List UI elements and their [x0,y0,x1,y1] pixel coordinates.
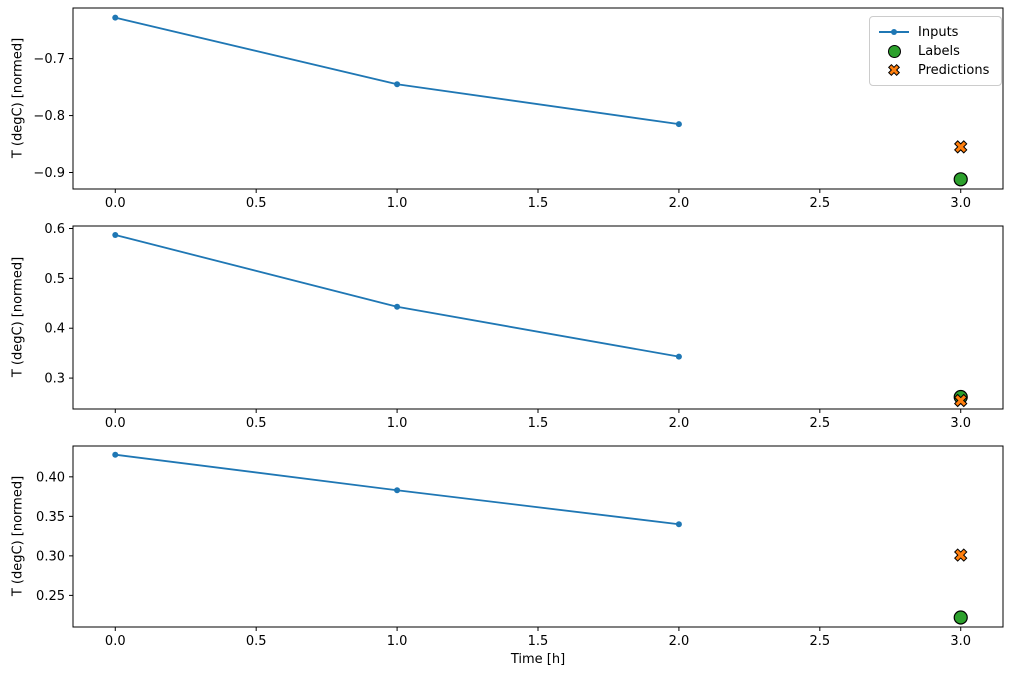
predictions-marker [954,140,968,154]
inputs-point [112,231,119,238]
x-tick-label: 0.0 [105,196,126,211]
legend-row-labels: Labels [879,42,993,60]
x-tick-label: 2.5 [809,416,830,431]
x-tick-label: 2.0 [669,634,690,649]
x-tick-label: 3.0 [950,416,971,431]
x-tick-label: 1.0 [387,634,408,649]
y-axis-label-subplot-1: T (degC) [normed] [10,37,26,159]
inputs-line [114,234,680,358]
labels-marker [953,610,968,625]
legend-row-predictions: Predictions [879,61,993,79]
legend-predictions-x-icon [879,62,909,78]
inputs-line [114,16,680,126]
x-tick-label: 1.0 [387,196,408,211]
axes-frame [72,445,1004,628]
y-tick-label: −0.7 [33,52,65,67]
predictions-marker [954,393,968,408]
y-tick-label: −0.9 [33,166,65,181]
legend-label-predictions: Predictions [918,62,990,78]
x-tick-label: 0.0 [105,416,126,431]
inputs-point [112,451,119,458]
y-tick-label: 0.4 [44,322,65,337]
y-axis-label-subplot-2: T (degC) [normed] [10,256,26,378]
x-tick-label: 2.0 [669,416,690,431]
labels-circle-swatch [887,44,901,58]
legend-labels-circle-icon [879,44,909,58]
y-tick-label: 0.35 [36,510,65,525]
legend-label-labels: Labels [918,43,960,59]
inputs-point [112,14,119,21]
x-tick-label: 1.0 [387,416,408,431]
y-tick-label: 0.40 [36,470,65,485]
inputs-point [394,303,401,310]
x-tick-label: 1.5 [528,634,549,649]
x-tick-label: 2.0 [669,196,690,211]
axes-frame [72,225,1004,410]
subplot-2: 0.0 0.5 1.0 1.5 2.0 2.5 3.0 0.3 0.4 0.5 0.6 [44,222,1004,431]
x-tick-label: 0.5 [246,634,267,649]
subplot-3: 0.0 0.5 1.0 1.5 2.0 2.5 3.0 0.25 0.30 0.35 0.40 [36,445,1004,649]
x-tick-label: 3.0 [950,634,971,649]
predictions-marker [954,548,968,562]
y-tick-label: 0.5 [44,272,65,287]
axes-frame [72,7,1004,190]
x-tick-label: 0.0 [105,634,126,649]
x-tick-label: 1.5 [528,196,549,211]
y-tick-label: 0.30 [36,549,65,564]
y-tick-label: 0.3 [44,372,65,387]
y-tick-label: 0.6 [44,222,65,237]
x-axis-label: Time [h] [510,652,566,667]
x-tick-label: 3.0 [950,196,971,211]
inputs-point [675,353,682,360]
x-tick-label: 0.5 [246,196,267,211]
inputs-point [394,487,401,494]
inputs-point [394,81,401,88]
inputs-line-swatch [879,29,909,35]
y-tick-label: 0.25 [36,589,65,604]
legend: Inputs Labels Predictions [869,16,1002,86]
x-tick-label: 2.5 [809,634,830,649]
legend-label-inputs: Inputs [918,24,959,40]
predictions-x-swatch [887,63,901,77]
inputs-point [675,521,682,528]
inputs-dot-swatch [891,29,897,35]
legend-row-inputs: Inputs [879,23,993,41]
legend-inputs-line-dot-icon [879,29,909,35]
x-tick-label: 1.5 [528,416,549,431]
inputs-point [675,121,682,128]
y-tick-label: −0.8 [33,109,65,124]
x-tick-label: 2.5 [809,196,830,211]
x-tick-label: 0.5 [246,416,267,431]
subplot-1: 0.0 0.5 1.0 1.5 2.0 2.5 3.0 −0.9 −0.8 −0.7 [33,7,1004,211]
y-axis-label-subplot-3: T (degC) [normed] [10,475,26,597]
labels-marker [953,172,968,187]
